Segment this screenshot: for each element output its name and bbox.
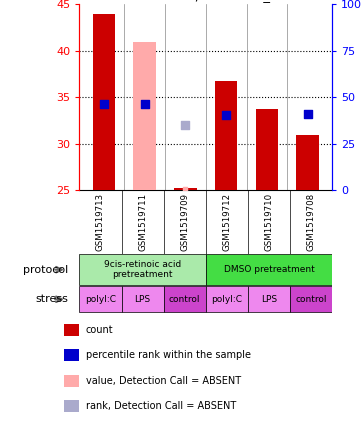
Point: [183, 122, 188, 129]
Bar: [134, 42, 156, 190]
Text: polyI:C: polyI:C: [85, 295, 116, 304]
Bar: [290, 286, 332, 313]
Bar: [93, 14, 115, 190]
Text: protocol: protocol: [23, 265, 69, 275]
Bar: [206, 254, 332, 285]
Text: control: control: [169, 295, 200, 304]
Point: [305, 111, 310, 118]
Text: DMSO pretreatment: DMSO pretreatment: [223, 265, 314, 274]
Bar: [64, 375, 79, 387]
Text: 9cis-retinoic acid
pretreatment: 9cis-retinoic acid pretreatment: [104, 260, 181, 279]
Bar: [248, 286, 290, 313]
Bar: [122, 286, 164, 313]
Point: [142, 100, 148, 107]
Point: [223, 112, 229, 118]
Bar: [174, 189, 197, 190]
Point: [101, 100, 107, 107]
Text: GSM1519709: GSM1519709: [180, 193, 189, 251]
Bar: [164, 286, 206, 313]
Text: LPS: LPS: [261, 295, 277, 304]
Text: stress: stress: [36, 294, 69, 304]
Text: rank, Detection Call = ABSENT: rank, Detection Call = ABSENT: [86, 401, 236, 411]
Bar: [296, 135, 319, 190]
Bar: [79, 286, 122, 313]
Title: GDS5658 / 1440104_at: GDS5658 / 1440104_at: [129, 0, 283, 2]
Text: count: count: [86, 325, 113, 335]
Bar: [64, 349, 79, 361]
Text: value, Detection Call = ABSENT: value, Detection Call = ABSENT: [86, 376, 241, 386]
Text: GSM1519711: GSM1519711: [138, 193, 147, 251]
Point: [183, 186, 188, 193]
Bar: [215, 82, 238, 190]
Text: GSM1519712: GSM1519712: [222, 193, 231, 251]
Bar: [256, 110, 278, 190]
Text: polyI:C: polyI:C: [211, 295, 242, 304]
Bar: [64, 324, 79, 336]
Text: GSM1519713: GSM1519713: [96, 193, 105, 251]
Bar: [79, 254, 206, 285]
Text: percentile rank within the sample: percentile rank within the sample: [86, 350, 251, 360]
Text: LPS: LPS: [135, 295, 151, 304]
Text: control: control: [295, 295, 327, 304]
Bar: [64, 400, 79, 412]
Bar: [206, 286, 248, 313]
Text: GSM1519708: GSM1519708: [306, 193, 316, 251]
Text: GSM1519710: GSM1519710: [265, 193, 273, 251]
